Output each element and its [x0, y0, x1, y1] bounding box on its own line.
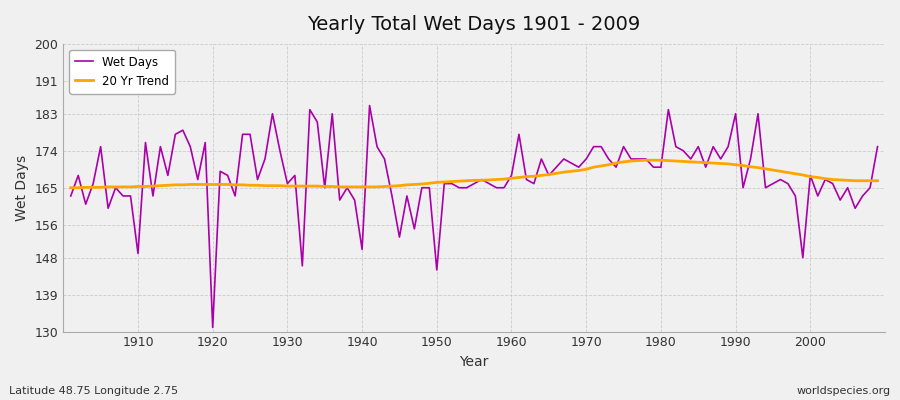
Wet Days	[207, 325, 218, 330]
20 Yr Trend	[596, 164, 607, 168]
Wet Days	[66, 194, 77, 198]
Text: worldspecies.org: worldspecies.org	[796, 386, 891, 396]
Wet Days	[514, 132, 525, 137]
Title: Yearly Total Wet Days 1901 - 2009: Yearly Total Wet Days 1901 - 2009	[308, 15, 641, 34]
Wet Days	[342, 185, 353, 190]
Wet Days	[297, 264, 308, 268]
20 Yr Trend	[290, 184, 301, 188]
X-axis label: Year: Year	[460, 355, 489, 369]
Wet Days	[872, 144, 883, 149]
Legend: Wet Days, 20 Yr Trend: Wet Days, 20 Yr Trend	[69, 50, 176, 94]
20 Yr Trend	[66, 185, 77, 190]
20 Yr Trend	[499, 177, 509, 182]
20 Yr Trend	[641, 158, 652, 162]
Wet Days	[521, 177, 532, 182]
Y-axis label: Wet Days: Wet Days	[15, 155, 29, 221]
Wet Days	[611, 165, 622, 170]
Text: Latitude 48.75 Longitude 2.75: Latitude 48.75 Longitude 2.75	[9, 386, 178, 396]
20 Yr Trend	[872, 178, 883, 183]
Line: 20 Yr Trend: 20 Yr Trend	[71, 160, 878, 188]
Line: Wet Days: Wet Days	[71, 106, 878, 328]
20 Yr Trend	[334, 184, 345, 189]
Wet Days	[364, 103, 375, 108]
20 Yr Trend	[506, 176, 517, 181]
20 Yr Trend	[125, 184, 136, 189]
Wet Days	[125, 194, 136, 198]
